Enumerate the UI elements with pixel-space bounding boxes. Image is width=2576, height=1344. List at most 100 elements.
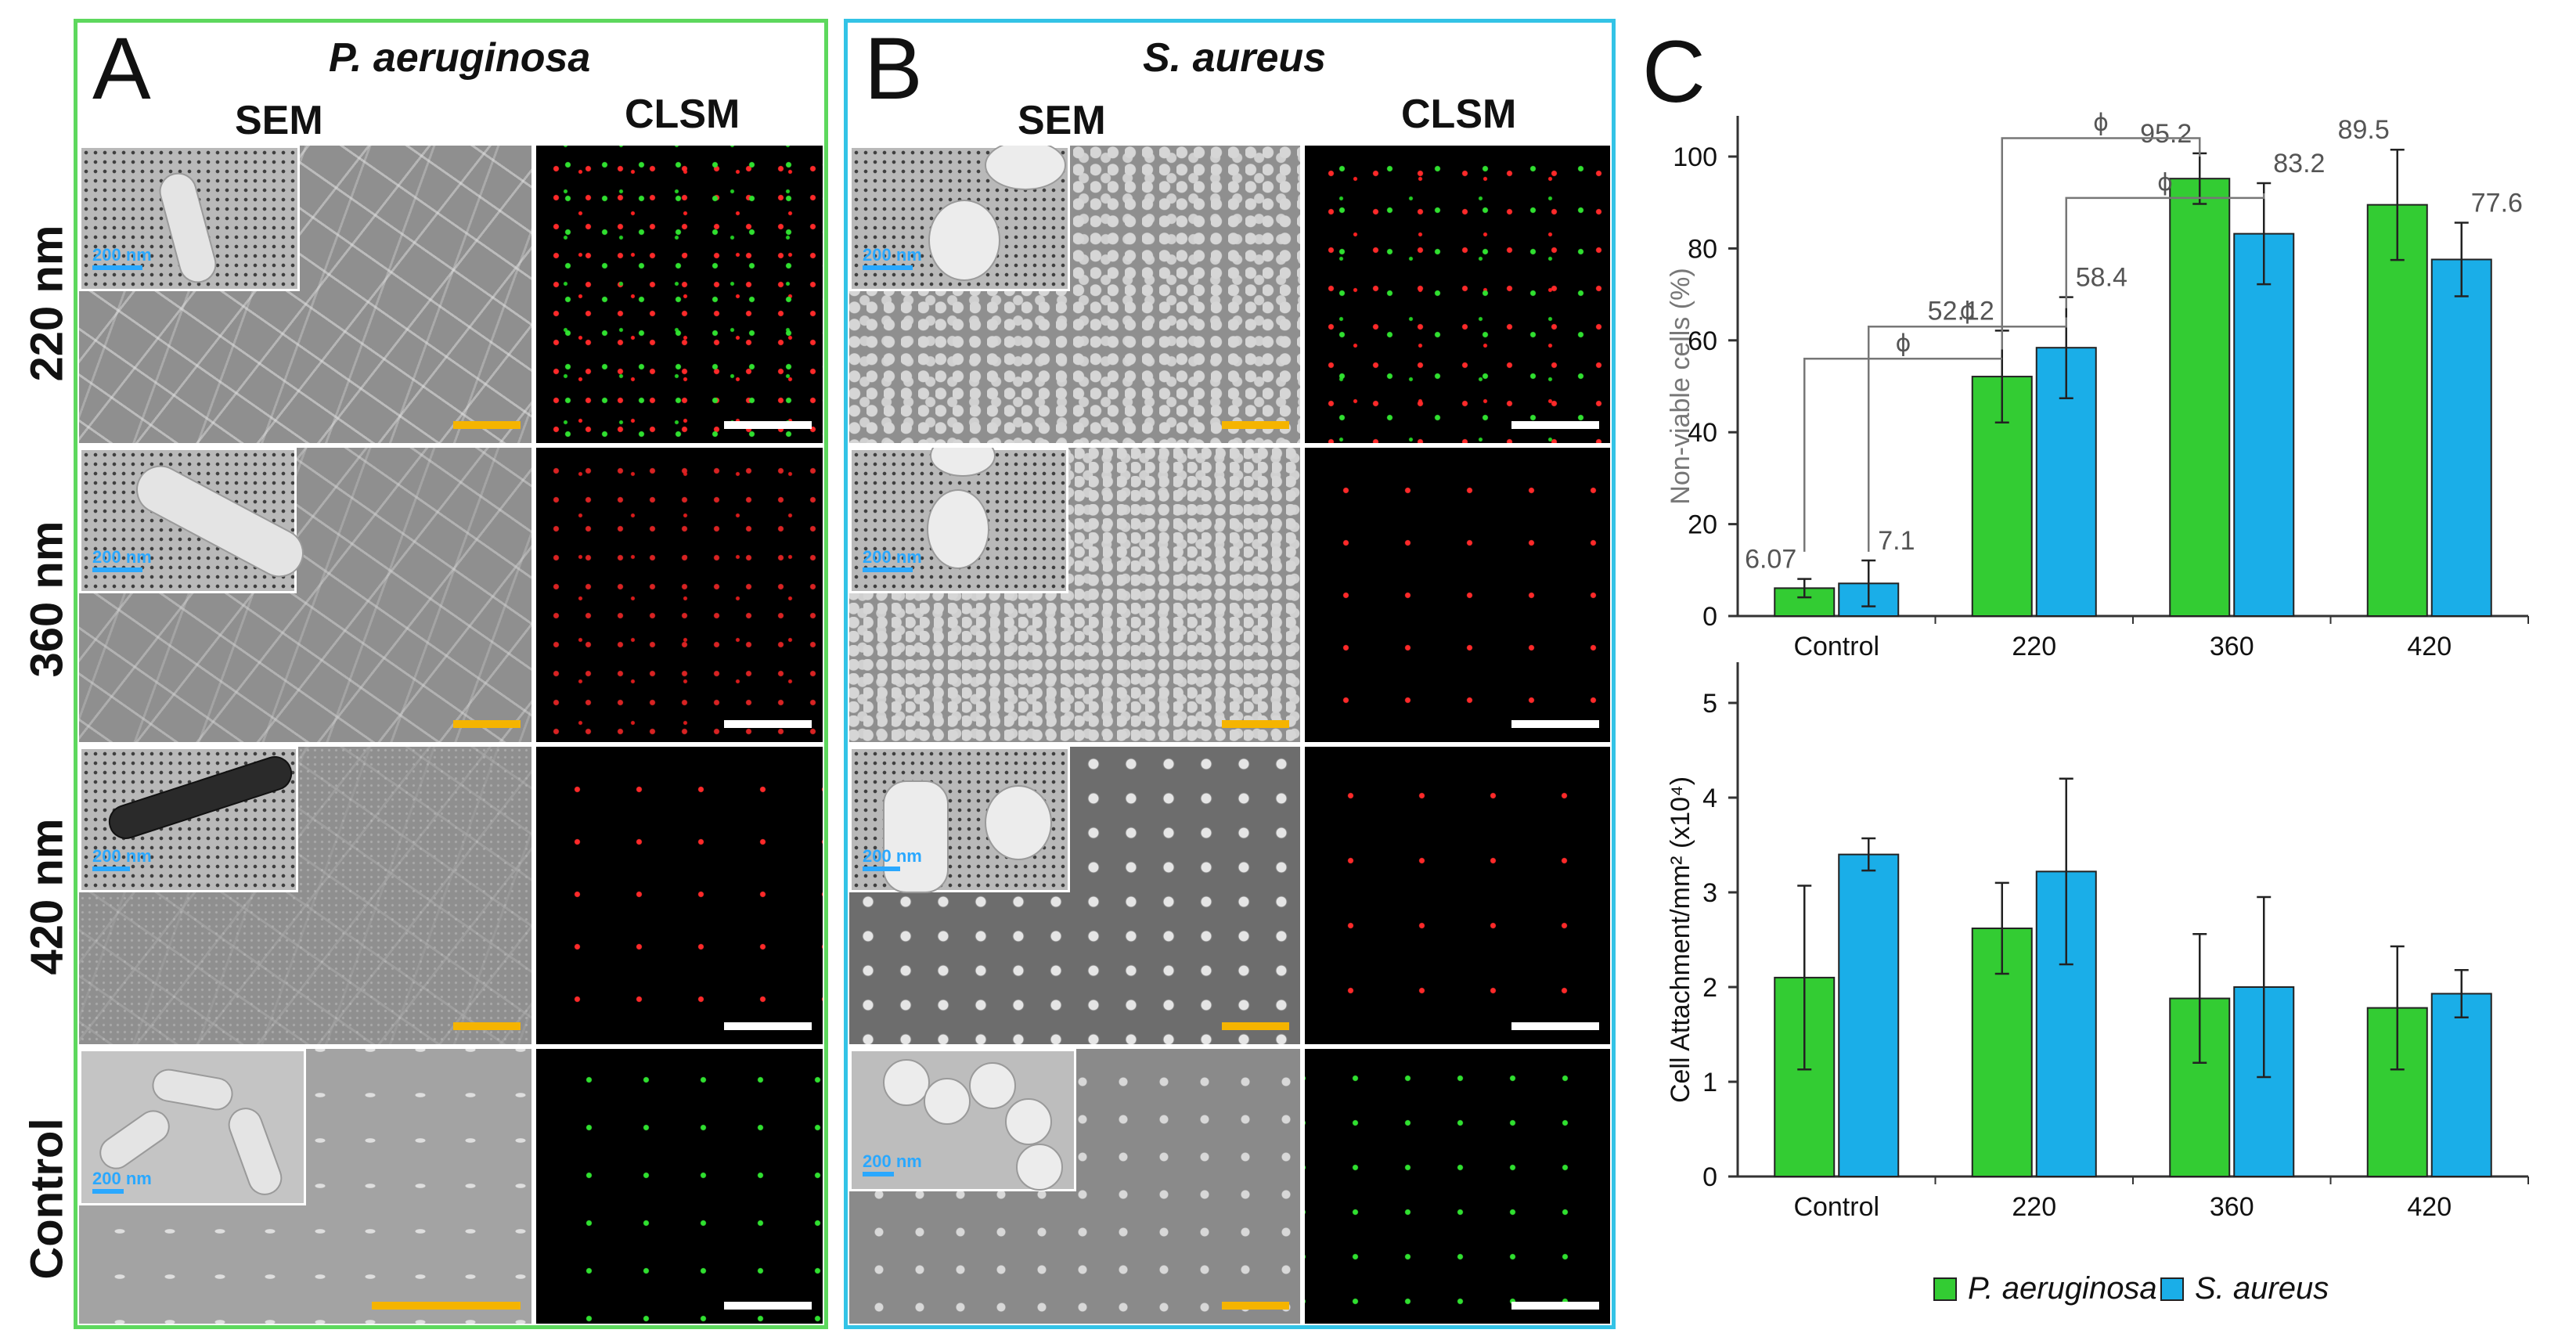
scale-bar [453,720,521,728]
significance-bracket [1803,358,2002,552]
row-label-220: 220 nm [21,225,73,382]
significance-bracket [2065,193,2265,308]
scale-bar [724,1302,812,1310]
sa-clsm-220-image [1303,144,1612,445]
panel-b-letter: B [864,20,923,117]
pa-clsm-360-image [535,446,824,744]
pa-sem-control-inset: 200 nm [79,1049,306,1205]
sa-sem-420-image: 200 nm [848,745,1302,1046]
y-tick-label: 40 [1688,418,1717,448]
scale-bar [724,1022,812,1030]
scale-bar [1222,1022,1289,1030]
panel-b-frame [844,19,1616,1329]
bar-p-aeruginosa-420 [2366,204,2428,617]
legend-swatch-s-aureus [2160,1277,2184,1301]
sa-inset-scale-label: 200 nm [863,1151,922,1171]
significance-bracket [1868,317,2067,552]
sa-sem-420-inset: 200 nm [849,747,1070,893]
sa-sem-220-inset: 200 nm [849,146,1070,291]
bar-s-aureus-360 [2233,232,2295,617]
y-tick-label: 0 [1702,602,1717,632]
panel-b-species: S. aureus [1143,35,1327,81]
scale-bar [453,421,521,429]
panel-a-species: P. aeruginosa [329,35,591,81]
y-tick-label: 5 [1702,689,1717,719]
x-tick-label: 360 [2210,632,2254,661]
pa-inset-scale-label: 200 nm [92,1169,152,1188]
pa-sem-control-image: 200 nm [77,1047,533,1325]
scale-bar [1511,720,1599,728]
legend-swatch-p-aeruginosa [1933,1277,1957,1301]
pa-sem-420-image: 200 nm [77,745,533,1046]
y-axis-label: Non-viable cells (%) [1666,268,1695,504]
y-tick-label: 80 [1688,234,1717,264]
bar-s-aureus-420 [2430,258,2492,617]
sa-clsm-420-image [1303,745,1612,1046]
y-tick-label: 20 [1688,510,1717,540]
pa-sem-220-inset: 200 nm [79,146,300,291]
bar-p-aeruginosa-360 [2169,178,2231,617]
scale-bar [372,1302,521,1310]
data-label: 6.07 [1745,545,1796,575]
pa-clsm-220-image [535,144,824,445]
y-tick-label: 3 [1702,878,1717,908]
pa-clsm-420-image [535,745,824,1046]
y-tick-label: 100 [1673,142,1717,172]
x-tick-label: 360 [2210,1192,2254,1222]
legend-item-p-aeruginosa: P. aeruginosa [1933,1271,2157,1306]
panel-a-letter: A [92,20,151,117]
scale-bar [1511,421,1599,429]
scale-bar [1222,1302,1289,1310]
data-label: 7.1 [1878,526,1915,556]
panel-c-letter: C [1642,23,1706,121]
x-tick-label: 420 [2407,1192,2452,1222]
significance-symbol: ϕ [1960,297,1976,325]
scale-bar [724,720,812,728]
x-tick-label: 220 [2012,632,2056,661]
data-label: 58.4 [2076,263,2127,293]
y-tick-label: 1 [1702,1068,1717,1097]
pa-inset-scale-label: 200 nm [92,547,152,567]
sa-sem-360-inset: 200 nm [849,448,1068,593]
scale-bar [724,421,812,429]
significance-bracket [2001,137,2201,350]
bar-s-aureus-420 [2430,993,2492,1177]
panel-a-clsm-header: CLSM [625,92,740,137]
sa-inset-scale-label: 200 nm [863,245,922,265]
scale-bar [1222,720,1289,728]
data-label: 89.5 [2338,115,2390,145]
pa-sem-360-inset: 200 nm [79,448,312,593]
sa-sem-control-image: 200 nm [848,1047,1302,1325]
pa-sem-360-image: 200 nm [77,446,533,744]
sa-inset-scale-label: 200 nm [863,547,922,567]
scale-bar [1511,1302,1599,1310]
data-label: 52.12 [1928,296,1994,326]
legend-label-p-aeruginosa: P. aeruginosa [1968,1271,2157,1306]
legend-label-s-aureus: S. aureus [2195,1271,2329,1306]
data-label: 95.2 [2140,119,2192,149]
significance-symbol: ϕ [2157,169,2173,196]
pa-sem-420-inset: 200 nm [79,747,298,892]
sa-inset-scale-label: 200 nm [863,846,922,866]
bar-s-aureus-control [1838,853,1900,1177]
y-axis-label: Cell Attachment/mm² (x10⁴) [1666,776,1695,1103]
panel-b-sem-header: SEM [1018,98,1106,143]
data-label: 83.2 [2273,149,2325,178]
panel-b-clsm-header: CLSM [1401,92,1517,137]
row-label-420: 420 nm [21,818,73,975]
scale-bar [1511,1022,1599,1030]
x-tick-label: 420 [2407,632,2452,661]
scale-bar [453,1022,521,1030]
row-label-360: 360 nm [21,521,73,678]
scale-bar [1222,421,1289,429]
row-label-control: Control [21,1118,73,1280]
y-tick-label: 4 [1702,784,1717,813]
sa-sem-220-image: 200 nm [848,144,1302,445]
x-tick-label: 220 [2012,1192,2056,1222]
y-tick-label: 60 [1688,326,1717,356]
sa-sem-360-image: 200 nm [848,446,1302,744]
significance-symbol: ϕ [1896,330,1911,357]
pa-clsm-control-image [535,1047,824,1325]
data-label: 77.6 [2471,189,2523,218]
